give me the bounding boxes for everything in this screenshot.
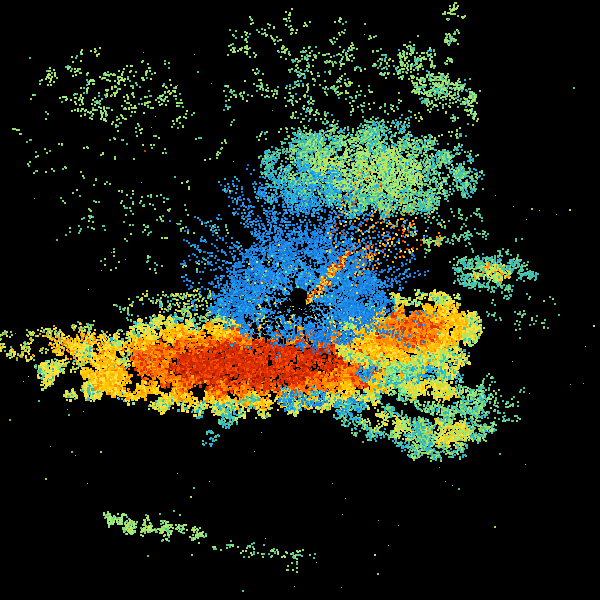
radar-display [0, 0, 600, 600]
radar-image [0, 0, 600, 600]
